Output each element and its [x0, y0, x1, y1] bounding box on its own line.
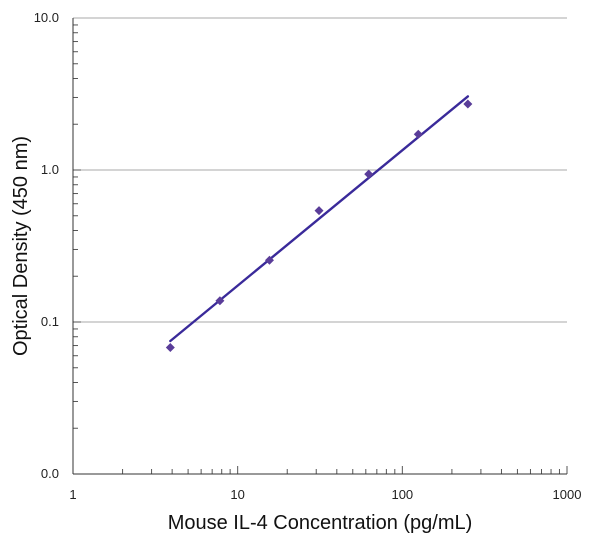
- minor-ticks: [72, 24, 568, 475]
- data-point: [413, 129, 423, 139]
- data-point: [264, 255, 274, 265]
- x-tick-label: 1: [69, 487, 76, 502]
- y-tick-label: 1.0: [41, 162, 59, 177]
- data-point: [463, 99, 473, 109]
- fit-line-group: [169, 95, 470, 343]
- data-point: [215, 296, 225, 306]
- y-tick-label: 10.0: [34, 10, 59, 25]
- x-tick-label: 10: [230, 487, 244, 502]
- y-tick-label: 0.1: [41, 314, 59, 329]
- grid-lines: [73, 17, 567, 323]
- x-tick-label: 100: [391, 487, 413, 502]
- y-tick-label: 0.0: [41, 466, 59, 481]
- data-point: [165, 342, 175, 352]
- tick-labels: 0.0 0.1 1.0 10.0 1 10 100 1000: [34, 10, 582, 502]
- x-tick-label: 1000: [553, 487, 582, 502]
- data-point: [314, 206, 324, 216]
- y-axis-title: Optical Density (450 nm): [10, 136, 32, 356]
- data-points: [165, 99, 473, 352]
- fit-line: [169, 95, 470, 343]
- x-axis-title: Mouse IL-4 Concentration (pg/mL): [168, 512, 473, 534]
- data-point: [364, 169, 374, 179]
